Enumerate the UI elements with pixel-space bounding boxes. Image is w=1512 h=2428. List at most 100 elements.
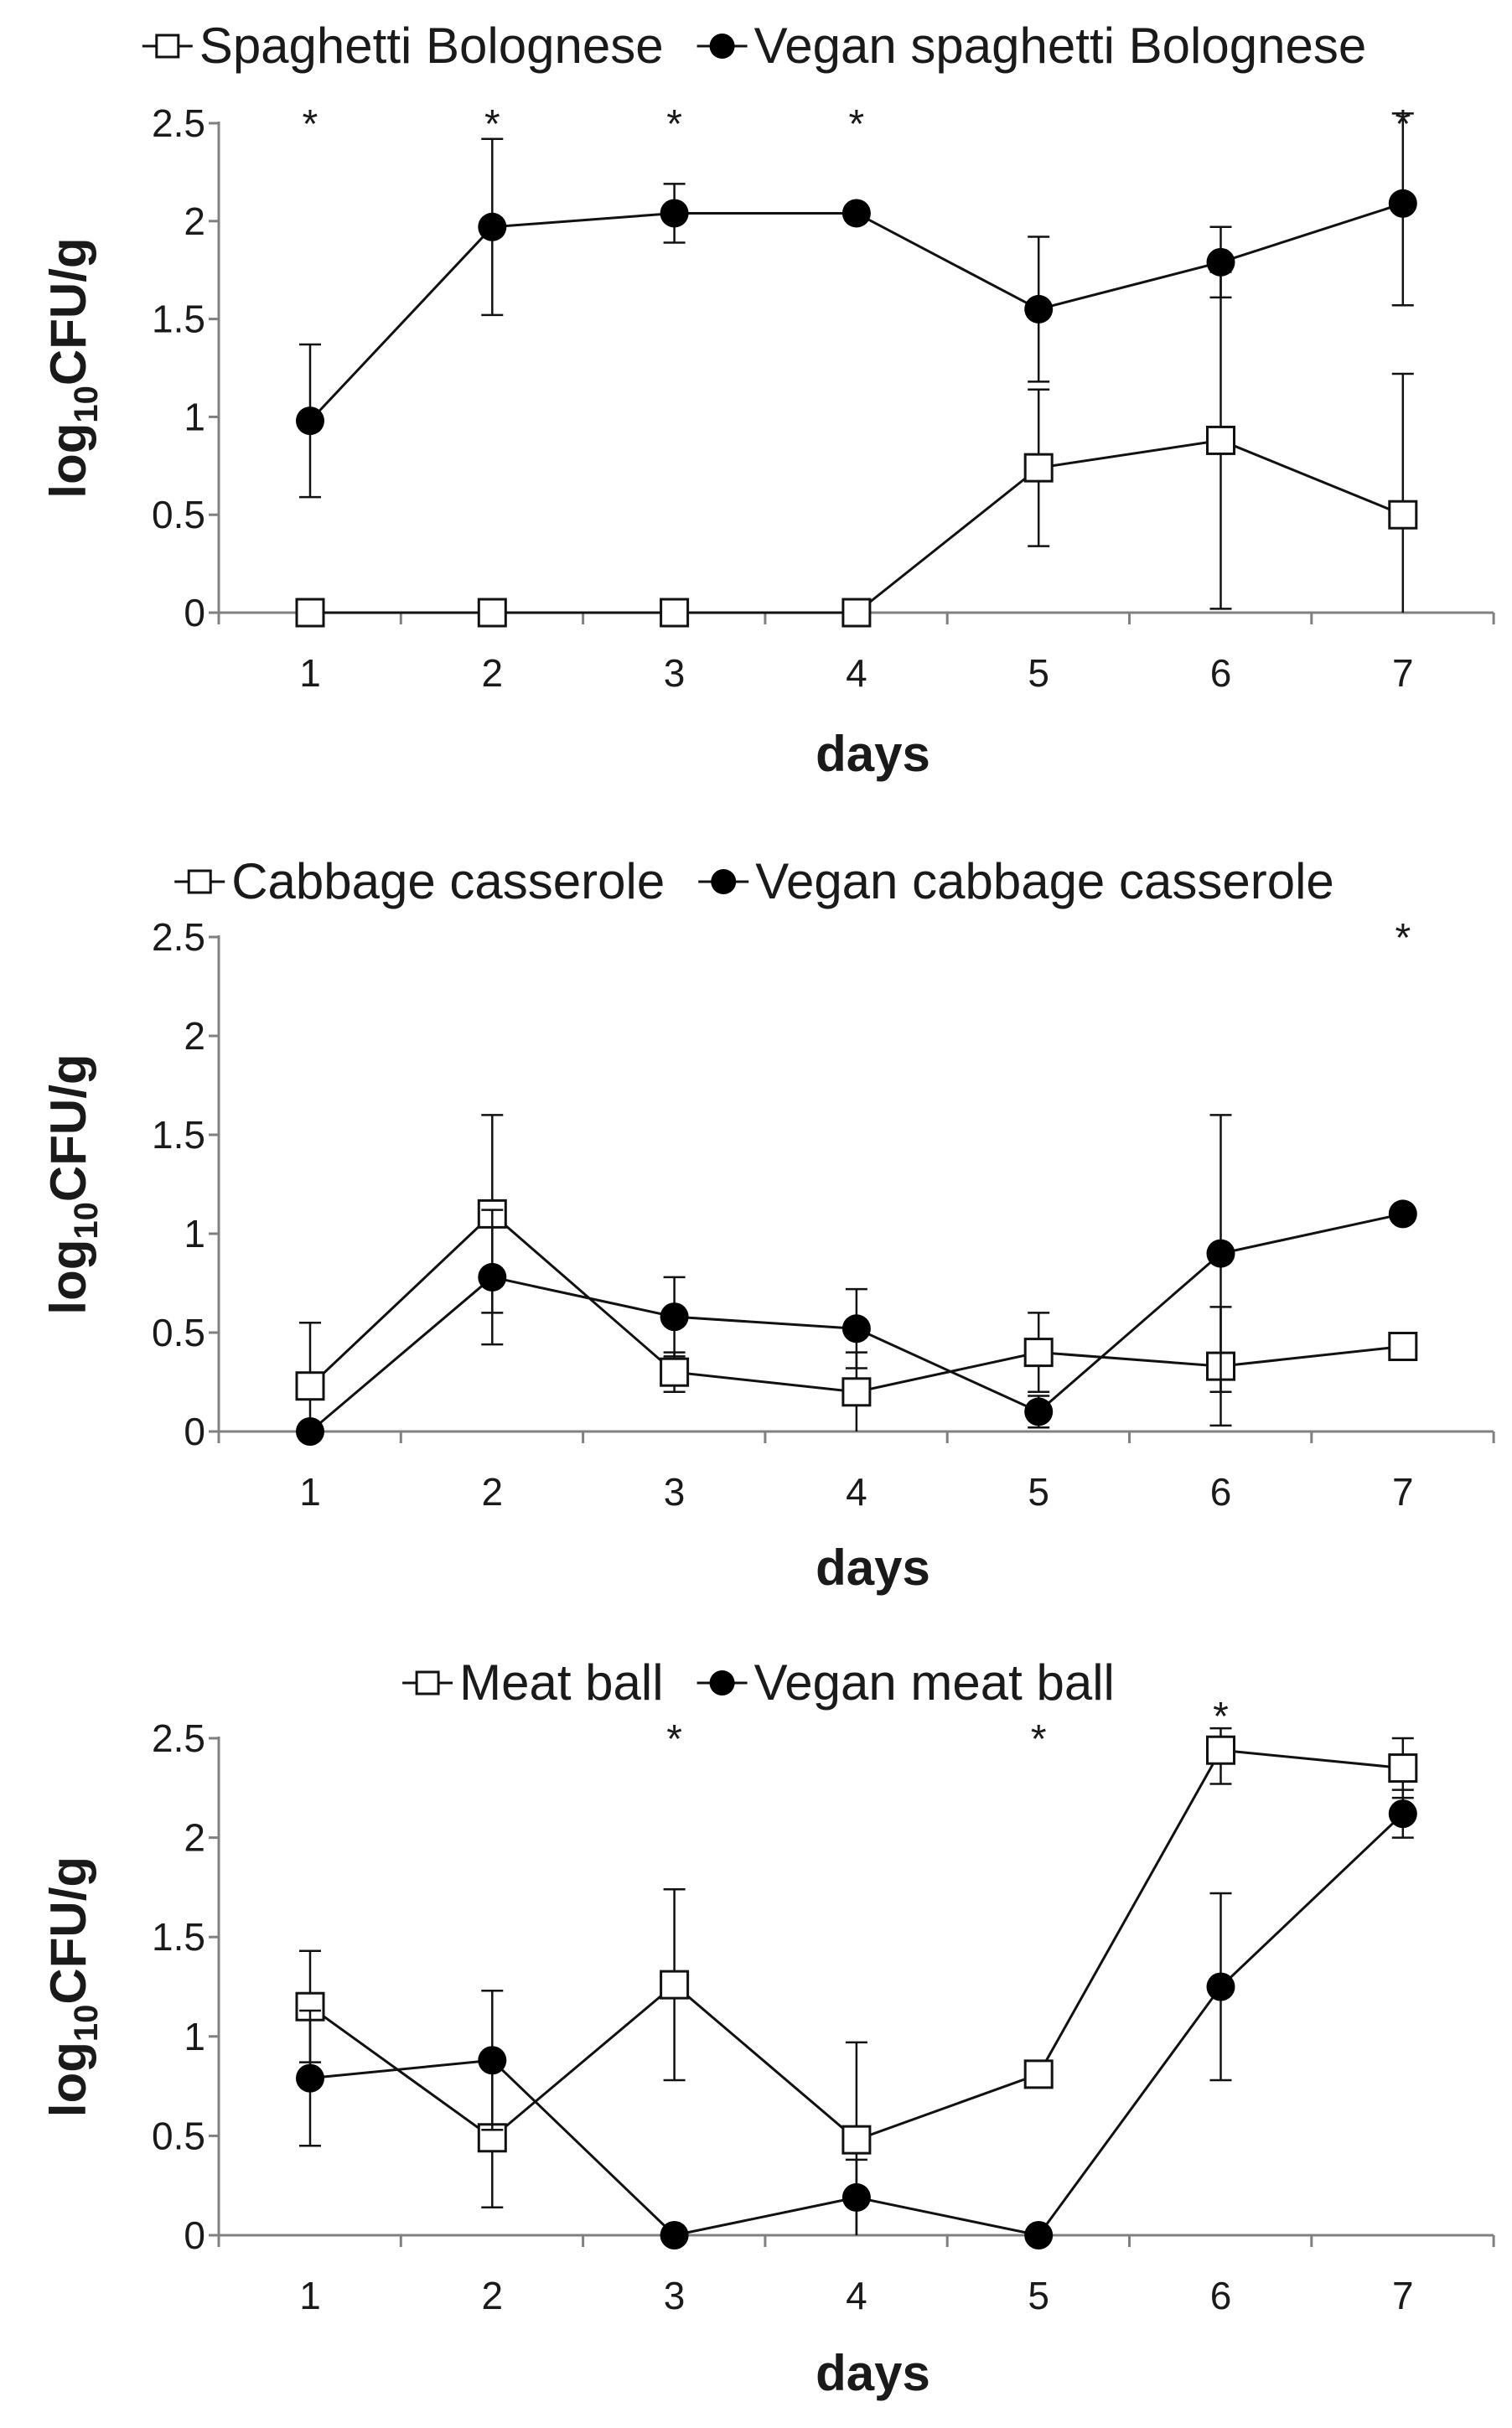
y-tick-label: 0 [184, 1410, 205, 1453]
data-point-circle [841, 199, 871, 228]
x-tick-label: 6 [1210, 2274, 1232, 2317]
y-axis-title: log10CFU/g [40, 1856, 105, 2117]
data-point-circle [660, 1302, 689, 1332]
x-tick-label: 3 [664, 1470, 686, 1514]
legend-square-marker [415, 1670, 440, 1695]
data-point-square [1023, 2059, 1054, 2089]
series-1 [295, 271, 1418, 628]
legend-circle-marker [711, 869, 737, 894]
y-axis-title: log10CFU/g [40, 237, 105, 498]
y-tick-label: 2.5 [152, 101, 205, 145]
significance-asterisk: * [303, 102, 318, 147]
series-2 [296, 112, 1417, 499]
legend-label: Vegan meat ball [754, 1654, 1115, 1711]
series-line [310, 438, 1404, 614]
data-point-square [1023, 453, 1054, 483]
x-tick-label: 2 [482, 1470, 504, 1514]
data-point-square [1023, 1338, 1054, 1368]
data-point-circle [296, 406, 324, 436]
x-tick-label: 3 [664, 651, 686, 695]
legend-label: Cabbage casserole [231, 853, 665, 909]
significance-asterisk: * [849, 102, 865, 147]
y-tick-label: 1.5 [152, 1113, 205, 1157]
data-point-square [1388, 500, 1418, 530]
series-1 [295, 1114, 1418, 1431]
x-axis-title: days [816, 726, 930, 782]
y-tick-label: 2.5 [152, 915, 205, 959]
x-tick-label: 4 [846, 2274, 867, 2317]
legend-square-marker [187, 869, 212, 894]
y-axis-title-log: log [40, 2042, 96, 2117]
y-tick-label: 1 [184, 1212, 205, 1255]
data-point-square [295, 1371, 325, 1401]
legend-label: Vegan cabbage casserole [755, 853, 1334, 909]
legend-label: Spaghetti Bolognese [199, 18, 664, 74]
series-2 [296, 1114, 1417, 1446]
data-point-square [477, 598, 507, 628]
data-point-square [841, 1377, 872, 1407]
y-axis-title-subscript: 10 [68, 386, 105, 423]
y-tick-label: 0 [184, 2213, 205, 2257]
data-point-square [660, 598, 690, 628]
chart-panel-2: 0 0.5 1 1.5 2 2.5 1 2 3 4 5 6 7 days log10CFU/g * Cabbag… [40, 853, 1495, 1596]
legend: Cabbage casserole Vegan cabbage casserole [174, 853, 1334, 909]
y-tick-label: 1.5 [152, 1915, 205, 1959]
data-point-square [1206, 425, 1235, 455]
y-axis-title-unit: CFU/g [40, 1856, 96, 2005]
y-tick-label: 2.5 [152, 1716, 205, 1760]
x-tick-label: 6 [1210, 651, 1232, 695]
data-point-square [1388, 1753, 1418, 1783]
legend-square-marker [155, 34, 180, 59]
legend: Meat ball Vegan meat ball [402, 1654, 1115, 1711]
series-line [308, 202, 1404, 422]
data-point-circle [1024, 294, 1054, 324]
data-point-circle [296, 1417, 324, 1446]
x-tick-label: 1 [299, 2274, 321, 2317]
x-tick-label: 3 [664, 2274, 686, 2317]
data-point-square [660, 1970, 690, 2000]
x-tick-label: 2 [482, 651, 504, 695]
y-tick-label: 0.5 [152, 493, 205, 536]
data-point-square [841, 2125, 872, 2155]
x-tick-label: 7 [1392, 651, 1414, 695]
y-axis-title: log10CFU/g [40, 1054, 105, 1314]
y-tick-label: 2 [184, 1014, 205, 1058]
y-tick-label: 1 [184, 395, 205, 438]
y-tick-label: 2 [184, 1816, 205, 1860]
x-axis-title: days [816, 2345, 930, 2401]
y-tick-label: 0.5 [152, 2114, 205, 2157]
x-tick-label: 4 [846, 651, 867, 695]
y-axis-title-subscript: 10 [68, 2005, 105, 2042]
significance-asterisk: * [1395, 102, 1411, 147]
data-point-circle [1206, 247, 1235, 277]
y-axis-title-log: log [40, 423, 96, 499]
significance-asterisk: * [1213, 1695, 1229, 1739]
x-tick-label: 7 [1392, 2274, 1414, 2317]
data-point-circle [1388, 189, 1417, 218]
legend-label: Meat ball [459, 1654, 663, 1711]
x-tick-label: 5 [1028, 1470, 1049, 1514]
y-tick-label: 1.5 [152, 298, 205, 341]
y-axis-title-log: log [40, 1240, 96, 1315]
data-point-circle [478, 212, 507, 241]
significance-asterisk: * [484, 102, 500, 147]
significance-asterisk: * [666, 102, 682, 147]
x-tick-label: 7 [1392, 1470, 1414, 1514]
data-point-circle [478, 2046, 507, 2075]
data-point-circle [296, 2063, 324, 2093]
data-point-square [1206, 1735, 1235, 1765]
y-tick-label: 0.5 [152, 1311, 205, 1354]
data-point-square [841, 598, 872, 628]
x-tick-label: 6 [1210, 1470, 1232, 1514]
legend-label: Vegan spaghetti Bolognese [754, 18, 1367, 74]
x-tick-label: 2 [482, 2274, 504, 2317]
x-tick-label: 5 [1028, 651, 1049, 695]
y-axis-title-subscript: 10 [68, 1202, 105, 1240]
x-tick-label: 4 [846, 1470, 867, 1514]
x-tick-label: 1 [299, 651, 321, 695]
y-tick-label: 2 [184, 199, 205, 243]
data-point-circle [841, 2182, 871, 2212]
